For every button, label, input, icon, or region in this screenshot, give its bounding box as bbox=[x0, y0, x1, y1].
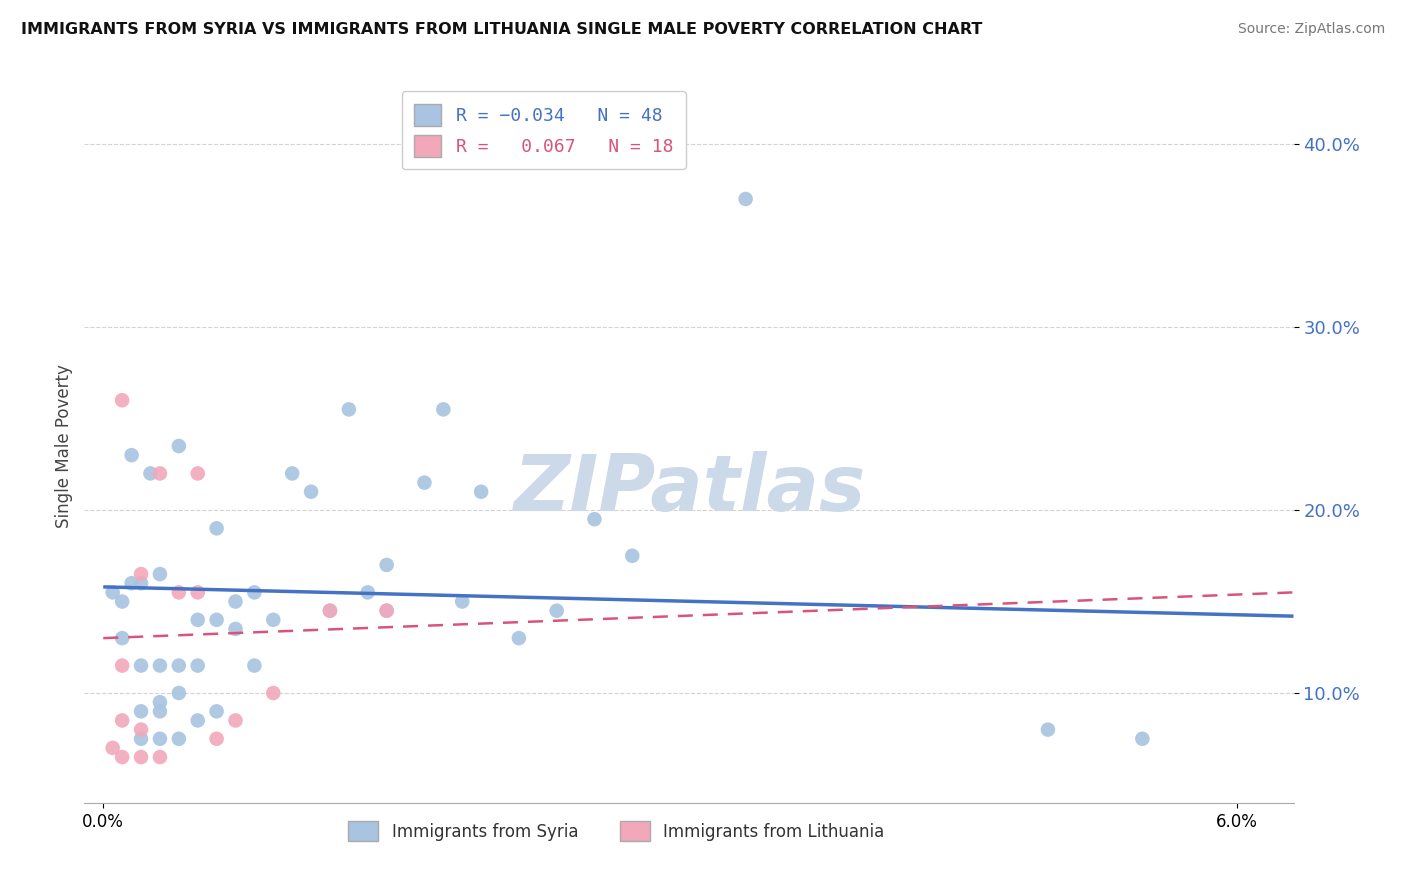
Point bbox=[205, 704, 228, 718]
Point bbox=[243, 658, 266, 673]
Point bbox=[205, 731, 228, 746]
Point bbox=[1036, 723, 1059, 737]
Point bbox=[121, 448, 143, 462]
Point bbox=[167, 585, 190, 599]
Point bbox=[319, 604, 342, 618]
Point bbox=[167, 658, 190, 673]
Point bbox=[470, 484, 492, 499]
Point bbox=[225, 622, 247, 636]
Point bbox=[101, 740, 124, 755]
Point bbox=[149, 658, 172, 673]
Point bbox=[375, 604, 398, 618]
Point bbox=[205, 613, 228, 627]
Point bbox=[149, 731, 172, 746]
Point bbox=[413, 475, 436, 490]
Point bbox=[149, 467, 172, 481]
Point bbox=[621, 549, 644, 563]
Point bbox=[129, 731, 152, 746]
Point bbox=[111, 714, 134, 728]
Point bbox=[546, 604, 568, 618]
Y-axis label: Single Male Poverty: Single Male Poverty bbox=[55, 364, 73, 528]
Point bbox=[111, 750, 134, 764]
Text: ZIPatlas: ZIPatlas bbox=[513, 450, 865, 527]
Point bbox=[149, 750, 172, 764]
Point bbox=[101, 585, 124, 599]
Point bbox=[139, 467, 162, 481]
Point bbox=[167, 439, 190, 453]
Point bbox=[187, 467, 209, 481]
Point bbox=[734, 192, 756, 206]
Point bbox=[167, 731, 190, 746]
Point bbox=[205, 521, 228, 535]
Point bbox=[357, 585, 380, 599]
Point bbox=[111, 658, 134, 673]
Text: Source: ZipAtlas.com: Source: ZipAtlas.com bbox=[1237, 22, 1385, 37]
Point bbox=[262, 613, 284, 627]
Point bbox=[149, 695, 172, 709]
Point bbox=[1132, 731, 1154, 746]
Point bbox=[375, 558, 398, 572]
Point bbox=[299, 484, 322, 499]
Point bbox=[149, 704, 172, 718]
Point bbox=[508, 631, 530, 645]
Point bbox=[243, 585, 266, 599]
Text: IMMIGRANTS FROM SYRIA VS IMMIGRANTS FROM LITHUANIA SINGLE MALE POVERTY CORRELATI: IMMIGRANTS FROM SYRIA VS IMMIGRANTS FROM… bbox=[21, 22, 983, 37]
Point bbox=[129, 576, 152, 591]
Point bbox=[111, 594, 134, 608]
Point bbox=[337, 402, 360, 417]
Point bbox=[225, 714, 247, 728]
Point bbox=[129, 723, 152, 737]
Point bbox=[129, 750, 152, 764]
Point bbox=[281, 467, 304, 481]
Point bbox=[167, 686, 190, 700]
Point bbox=[187, 658, 209, 673]
Point bbox=[187, 613, 209, 627]
Point bbox=[129, 704, 152, 718]
Legend: Immigrants from Syria, Immigrants from Lithuania: Immigrants from Syria, Immigrants from L… bbox=[342, 814, 891, 848]
Point bbox=[111, 631, 134, 645]
Point bbox=[129, 567, 152, 582]
Point bbox=[319, 604, 342, 618]
Point bbox=[121, 576, 143, 591]
Point bbox=[583, 512, 606, 526]
Point bbox=[451, 594, 474, 608]
Point bbox=[375, 604, 398, 618]
Point bbox=[262, 686, 284, 700]
Point bbox=[129, 658, 152, 673]
Point bbox=[187, 714, 209, 728]
Point bbox=[432, 402, 454, 417]
Point bbox=[225, 594, 247, 608]
Point bbox=[111, 393, 134, 408]
Point bbox=[149, 567, 172, 582]
Point bbox=[187, 585, 209, 599]
